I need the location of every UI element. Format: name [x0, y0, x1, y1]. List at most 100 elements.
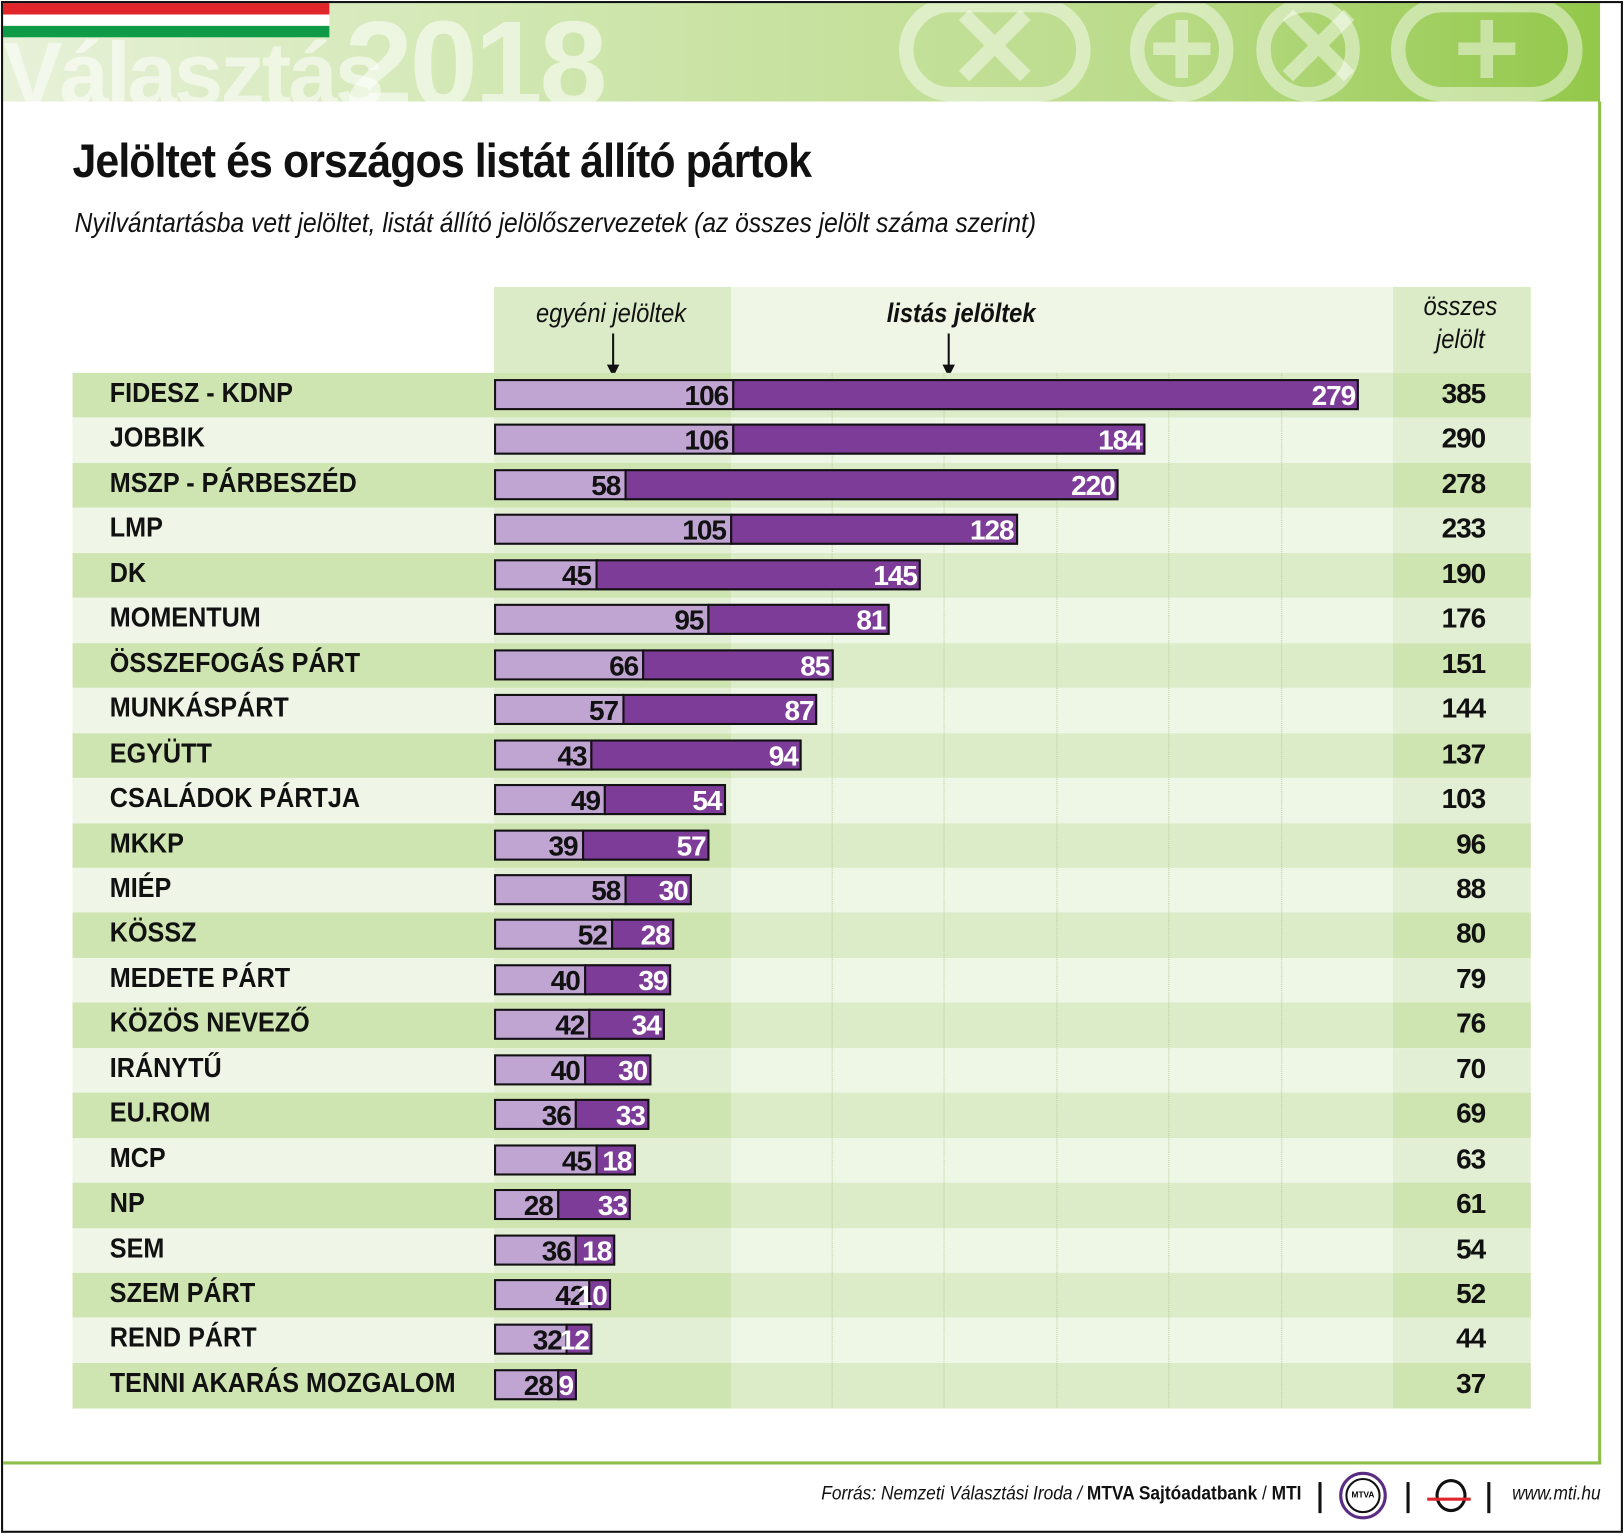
watermark-title: Választás — [3, 24, 384, 102]
total-value: 96 — [1456, 828, 1486, 860]
row-background — [1393, 507, 1531, 554]
value-label-individual: 42 — [555, 1280, 585, 1312]
legend-list: listás jelöltek — [886, 297, 1036, 329]
mtva-logo-text: MTVA — [1345, 1477, 1381, 1514]
row-background — [72, 1047, 495, 1094]
value-label-individual: 106 — [684, 425, 730, 457]
row-background — [72, 417, 495, 464]
value-label-individual: 45 — [561, 1145, 592, 1177]
row-background — [1393, 957, 1531, 1004]
total-value: 151 — [1441, 648, 1487, 680]
row-background — [72, 552, 495, 599]
bar-individual: 95 — [494, 604, 710, 636]
value-label-individual: 28 — [523, 1370, 554, 1402]
row-background — [72, 957, 495, 1004]
bar-individual: 58 — [494, 469, 627, 501]
bar-list: 128 — [730, 514, 1018, 546]
row-background — [731, 1137, 1394, 1184]
bar-list: 94 — [590, 739, 802, 772]
value-label-list: 28 — [640, 920, 671, 952]
value-label-individual: 58 — [591, 875, 621, 907]
row-background — [1393, 1362, 1531, 1409]
row-background — [72, 372, 495, 419]
value-label-individual: 105 — [682, 515, 727, 547]
bar-list: 28 — [610, 919, 674, 952]
value-label-list: 39 — [638, 965, 668, 997]
total-value: 176 — [1441, 603, 1487, 635]
row-background — [731, 1362, 1394, 1409]
value-label-individual: 66 — [609, 650, 639, 682]
legend-total-line1: összes — [1423, 289, 1498, 322]
value-label-list: 87 — [784, 695, 814, 727]
row-background — [731, 687, 1394, 734]
mti-logo — [1427, 1475, 1471, 1516]
row-background — [72, 732, 495, 779]
party-label: MEDETE PÁRT — [109, 962, 291, 994]
value-label-list: 85 — [800, 650, 830, 682]
row-background — [1393, 1137, 1531, 1184]
bar-list: 18 — [574, 1234, 616, 1266]
bar-individual: 66 — [494, 649, 645, 682]
bar-individual: 105 — [494, 514, 733, 547]
row-background — [1393, 732, 1531, 779]
website-link[interactable]: www.mti.hu — [1512, 1483, 1601, 1505]
row-background — [1393, 1317, 1531, 1364]
row-background — [1393, 1002, 1531, 1049]
bar-list: 10 — [578, 1279, 611, 1311]
bar-individual: 40 — [494, 1054, 586, 1086]
row-background — [731, 1047, 1394, 1094]
total-value: 233 — [1441, 513, 1487, 545]
arrow-down-icon — [942, 333, 955, 377]
party-label: SEM — [109, 1232, 165, 1264]
value-label-individual: 49 — [570, 785, 601, 817]
row-background — [72, 687, 495, 734]
value-label-list: 12 — [559, 1325, 590, 1357]
row-background — [1393, 1182, 1531, 1229]
value-label-individual: 36 — [541, 1100, 572, 1132]
value-label-individual: 36 — [541, 1235, 572, 1267]
value-label-list: 94 — [768, 740, 799, 772]
bar-list: 145 — [595, 559, 922, 592]
value-label-list: 30 — [618, 1055, 648, 1087]
bar-individual: 42 — [494, 1009, 591, 1041]
value-label-individual: 45 — [561, 560, 592, 592]
value-label-list: 220 — [1071, 470, 1116, 502]
gridline — [1055, 372, 1057, 1408]
party-label: JOBBIK — [109, 421, 205, 454]
value-label-list: 184 — [1098, 425, 1143, 457]
party-label: NP — [109, 1187, 145, 1219]
total-value: 290 — [1441, 423, 1487, 455]
row-background — [1393, 642, 1531, 689]
value-label-individual: 52 — [577, 920, 608, 952]
value-label-list: 279 — [1311, 380, 1357, 412]
bar-individual: 36 — [494, 1099, 577, 1132]
value-label-individual: 39 — [548, 830, 578, 862]
party-label: CSALÁDOK PÁRTJA — [109, 782, 361, 814]
total-value: 76 — [1456, 1008, 1486, 1040]
total-value: 44 — [1456, 1323, 1486, 1355]
row-background — [1393, 1047, 1531, 1094]
party-label: KÖZÖS NEVEZŐ — [109, 1007, 310, 1039]
row-background — [72, 462, 495, 509]
party-label: LMP — [109, 511, 163, 544]
row-background — [731, 1227, 1394, 1274]
row-background — [731, 1092, 1394, 1139]
party-label: MUNKÁSPÁRT — [109, 691, 289, 724]
bar-list: 12 — [560, 1324, 593, 1356]
value-label-list: 145 — [873, 560, 918, 592]
gridline — [831, 372, 833, 1408]
row-background — [731, 732, 1394, 779]
value-label-individual: 28 — [523, 1190, 554, 1222]
legend-individual: egyéni jelöltek — [535, 297, 687, 329]
row-background — [1393, 597, 1531, 644]
party-label: MSZP - PÁRBESZÉD — [109, 466, 357, 499]
chart-title: Jelöltet és országos listát állító párto… — [72, 133, 812, 188]
row-background — [1393, 1092, 1531, 1139]
row-background — [1393, 462, 1531, 509]
row-background — [1393, 1272, 1531, 1319]
value-label-individual: 40 — [550, 965, 581, 997]
value-label-list: 81 — [856, 605, 886, 637]
row-background — [72, 1002, 495, 1049]
